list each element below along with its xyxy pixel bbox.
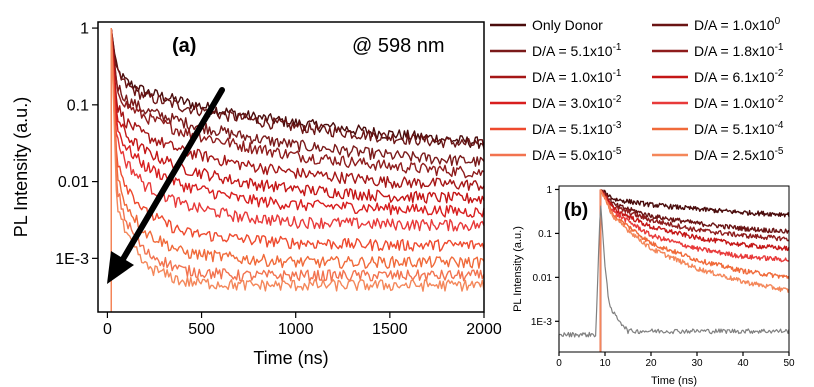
y-tick-label: 1E-3 xyxy=(531,317,553,328)
panel-b-x-ticks: 0 10 20 30 40 50 xyxy=(556,352,795,369)
y-tick-label: 0.01 xyxy=(58,174,89,191)
x-tick-label: 40 xyxy=(737,358,749,369)
panel-a-frame xyxy=(97,21,485,313)
wavelength-annotation: @ 598 nm xyxy=(352,35,445,57)
legend-label: D/A = 5.1x10-4 xyxy=(694,120,784,137)
legend-label: D/A = 5.0x10-5 xyxy=(532,146,622,163)
legend-label: D/A = 2.5x10-5 xyxy=(694,146,784,163)
legend-label: D/A = 3.0x10-2 xyxy=(532,94,622,111)
trend-arrow xyxy=(107,87,225,284)
panel-a-x-ticks: 0 500 1000 1500 2000 xyxy=(103,312,502,338)
panel-b-frame xyxy=(558,185,790,353)
panel-a-x-axis-title: Time (ns) xyxy=(253,348,328,368)
x-tick-label: 30 xyxy=(691,358,703,369)
x-tick-label: 50 xyxy=(783,358,795,369)
x-tick-label: 2000 xyxy=(466,321,502,338)
panel-b-series xyxy=(558,188,790,352)
y-tick-label: 1E-3 xyxy=(55,251,89,268)
panel-b-chart: 0 10 20 30 40 50 1E-3 0.01 0.1 1 Time (ns) PL In… xyxy=(512,180,810,387)
legend-label: D/A = 1.8x10-1 xyxy=(694,42,784,59)
y-tick-label: 0.1 xyxy=(538,229,552,240)
x-tick-label: 10 xyxy=(599,358,611,369)
panel-a-chart: 0 500 1000 1500 2000 1E-30.010.11 Time (ns) … xyxy=(11,21,502,368)
panel-a-series xyxy=(110,28,485,312)
x-tick-label: 0 xyxy=(103,321,112,338)
legend-label: D/A = 5.1x10-1 xyxy=(532,42,622,59)
trend-arrow-head xyxy=(107,251,134,284)
panel-b-y-axis-title: PL Intensity (a.u.) xyxy=(512,226,524,312)
legend-label: D/A = 1.0x10-2 xyxy=(694,94,784,111)
trend-arrow-shaft xyxy=(116,87,225,269)
x-tick-label: 1500 xyxy=(372,321,408,338)
panel-b-x-axis-title: Time (ns) xyxy=(651,375,697,387)
y-tick-label: 0.1 xyxy=(67,97,89,114)
legend-label: D/A = 1.0x10-1 xyxy=(532,68,622,85)
panel-a-label: (a) xyxy=(172,35,196,57)
y-tick-label: 0.01 xyxy=(533,273,553,284)
panel-a-y-ticks: 1E-3 0.01 0.1 1 xyxy=(55,21,98,268)
legend: Only Donor D/A = 1.0x100 D/A = 5.1x10-1 D/A… xyxy=(490,16,784,163)
y-tick-label: 1 xyxy=(546,185,552,196)
x-tick-label: 0 xyxy=(556,358,562,369)
panel-a-y-axis-title: PL Intensity (a.u.) xyxy=(11,97,31,237)
legend-label: D/A = 6.1x10-2 xyxy=(694,68,784,85)
panel-b-y-ticks: 1E-3 0.01 0.1 1 xyxy=(531,185,559,328)
x-tick-label: 1000 xyxy=(278,321,314,338)
panel-b-label: (b) xyxy=(564,200,588,221)
y-tick-label: 1 xyxy=(80,21,89,38)
legend-label: Only Donor xyxy=(532,17,603,33)
legend-label: D/A = 1.0x100 xyxy=(694,16,781,33)
x-tick-label: 20 xyxy=(645,358,657,369)
legend-label: D/A = 5.1x10-3 xyxy=(532,120,622,137)
x-tick-label: 500 xyxy=(188,321,215,338)
